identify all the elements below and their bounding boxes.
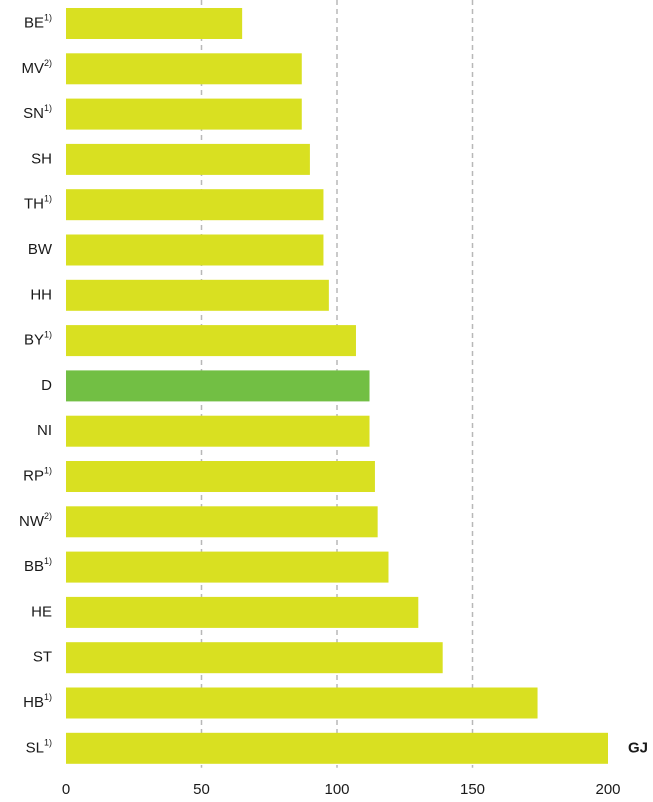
y-tick-label: BB1)	[24, 556, 52, 575]
bar	[66, 596, 419, 628]
unit-label: GJ	[628, 739, 648, 756]
category-name: RP	[23, 467, 44, 484]
category-name: NW	[19, 513, 45, 530]
bar	[66, 642, 443, 674]
y-tick-label: BE1)	[24, 13, 52, 32]
y-tick-label: BW	[28, 241, 53, 258]
category-name: BE	[24, 14, 44, 31]
category-note: 1)	[44, 13, 52, 23]
category-name: HH	[30, 286, 52, 303]
category-note: 2)	[44, 511, 52, 521]
x-tick-label: 150	[460, 781, 485, 798]
y-tick-label: HB1)	[23, 692, 52, 711]
bar	[66, 8, 243, 39]
bar	[66, 506, 378, 538]
bar	[66, 732, 608, 764]
y-tick-label: ST	[33, 649, 52, 666]
y-tick-label: SN1)	[23, 103, 52, 122]
bar	[66, 53, 302, 85]
bar	[66, 234, 324, 266]
y-tick-label: TH1)	[24, 194, 52, 213]
y-tick-label: MV2)	[21, 58, 52, 77]
category-note: 1)	[44, 692, 52, 702]
category-note: 1)	[44, 738, 52, 748]
bar	[66, 189, 324, 221]
category-name: BW	[28, 241, 53, 258]
bar	[66, 143, 310, 175]
category-name: D	[41, 377, 52, 394]
bar	[66, 279, 329, 311]
bar	[66, 370, 370, 402]
y-tick-label: SH	[31, 150, 52, 167]
y-tick-label: RP1)	[23, 466, 52, 485]
x-tick-label: 200	[595, 781, 620, 798]
category-name: ST	[33, 649, 52, 666]
bar	[66, 461, 375, 492]
y-tick-label: NI	[37, 422, 52, 439]
category-name: BY	[24, 332, 44, 349]
y-tick-label: D	[41, 377, 52, 394]
category-name: NI	[37, 422, 52, 439]
bar	[66, 98, 302, 130]
x-tick-label: 50	[193, 781, 210, 798]
category-name: MV	[21, 60, 44, 77]
bar	[66, 325, 356, 357]
category-name: HB	[23, 694, 44, 711]
category-note: 2)	[44, 58, 52, 68]
y-tick-label: BY1)	[24, 330, 52, 349]
category-name: SH	[31, 150, 52, 167]
category-note: 1)	[44, 194, 52, 204]
category-name: SL	[26, 739, 44, 756]
bar	[66, 687, 538, 719]
x-tick-label: 100	[324, 781, 349, 798]
category-note: 1)	[44, 556, 52, 566]
category-name: SN	[23, 105, 44, 122]
bars	[66, 8, 608, 764]
category-name: BB	[24, 558, 44, 575]
bar	[66, 415, 370, 447]
category-note: 1)	[44, 103, 52, 113]
bar	[66, 551, 389, 583]
y-tick-label: SL1)	[26, 738, 52, 757]
y-tick-label: HE	[31, 603, 52, 620]
x-tick-label: 0	[62, 781, 70, 798]
category-note: 1)	[44, 466, 52, 476]
category-name: TH	[24, 196, 44, 213]
category-name: HE	[31, 603, 52, 620]
y-tick-label: HH	[30, 286, 52, 303]
y-tick-label: NW2)	[19, 511, 52, 530]
labels: 0 50 100 150 200BE1)MV2)SN1)SHTH1)BWHHBY1)DN…	[19, 13, 648, 798]
category-note: 1)	[44, 330, 52, 340]
